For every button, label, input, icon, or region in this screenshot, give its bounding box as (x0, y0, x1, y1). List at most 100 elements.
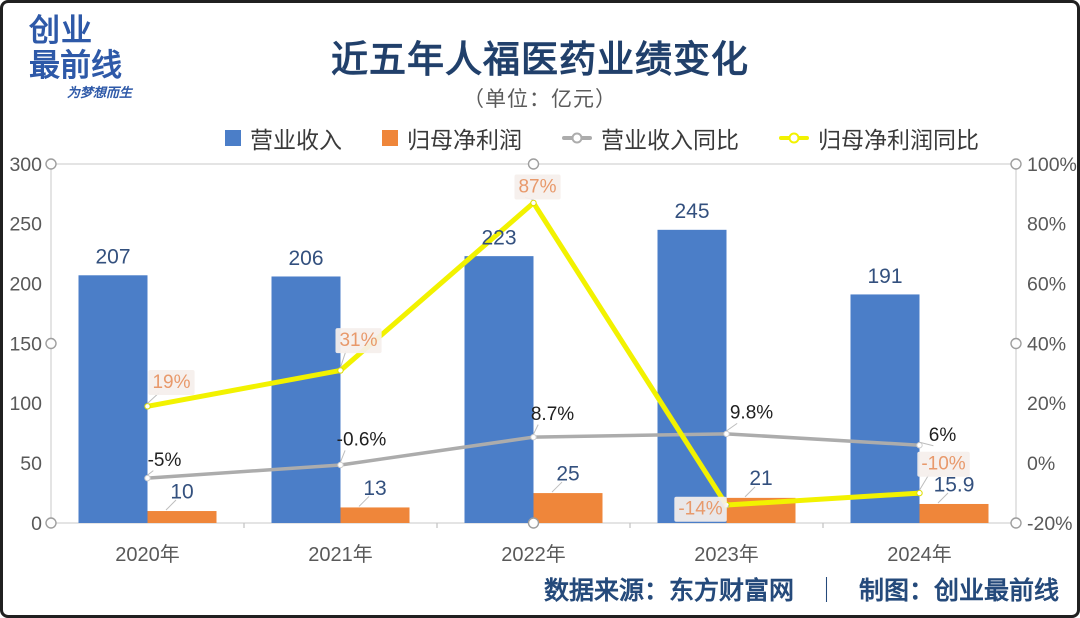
logo-line2: 最前线 (29, 48, 122, 83)
selection-handle (45, 337, 57, 350)
leader-line (551, 481, 563, 493)
selection-handle (527, 158, 540, 170)
line-label-group: -10% (917, 451, 970, 491)
legend-square-swatch (382, 130, 398, 146)
right-axis-tick: 0% (1027, 453, 1055, 475)
category-label: 2021年 (308, 543, 373, 566)
line-label: 87% (518, 177, 556, 198)
category-label: 2024年 (887, 543, 952, 566)
right-axis-tick: 80% (1027, 214, 1066, 236)
left-axis-tick: 300 (9, 154, 42, 176)
leader-line (340, 350, 347, 368)
label-badge (514, 174, 561, 200)
bar-label: 206 (288, 247, 323, 270)
leader-line (919, 441, 934, 447)
line-label-group: 6% (919, 425, 957, 447)
footer-separator: ｜ (813, 577, 839, 605)
selection-handle (1010, 517, 1022, 529)
line-label: -5% (148, 450, 182, 471)
footer-credits: 数据来源：东方财富网 ｜ 制图：创业最前线 (544, 571, 1059, 607)
bar-1-4 (919, 503, 989, 523)
logo-slogan: 为梦想而生 (67, 85, 133, 100)
legend-label: 归母净利润 (407, 127, 522, 153)
data-point (530, 433, 537, 441)
bar-label: 25 (556, 462, 579, 485)
line-label-group: 9.8% (726, 402, 773, 432)
left-axis-tick: 200 (9, 273, 42, 295)
left-axis-tick: 250 (9, 214, 42, 236)
leader-line (340, 450, 346, 463)
leader-line (147, 470, 154, 476)
data-point (337, 461, 344, 469)
chart-credit: 制图：创业最前线 (858, 577, 1059, 605)
data-point (723, 430, 730, 438)
line-label: -0.6% (337, 430, 387, 451)
bar-0-4 (850, 294, 920, 523)
category-label: 2020年 (115, 543, 180, 566)
right-axis-tick: -20% (1027, 513, 1073, 535)
legend-item-3: 归母净利润同比 (779, 121, 979, 155)
leader-line (937, 492, 949, 504)
leader-line (919, 474, 930, 491)
selection-handle (1010, 337, 1022, 350)
bar-1-1 (340, 507, 410, 523)
legend-label: 营业收入同比 (601, 127, 739, 153)
chart-unit-subtitle: （单位：亿元） (463, 88, 617, 111)
bar-1-2 (533, 493, 603, 523)
legend-item-2: 营业收入同比 (562, 121, 739, 155)
bar-label: 191 (867, 265, 902, 288)
label-badge (917, 451, 970, 477)
bar-label: 245 (674, 200, 709, 223)
leader-line (533, 424, 539, 435)
right-axis-tick: 40% (1027, 333, 1066, 355)
selection-handle (1010, 158, 1022, 170)
legend-item-0: 营业收入 (225, 121, 342, 155)
line-label-group: 87% (514, 174, 561, 201)
bar-label: 10 (170, 480, 193, 503)
logo: 创业 最前线 为梦想而生 (29, 15, 132, 99)
line-label: 8.7% (531, 404, 574, 425)
line-label: 31% (339, 330, 377, 351)
bar-0-1 (271, 276, 341, 523)
line-label: 9.8% (730, 402, 773, 423)
left-axis-tick: 100 (9, 393, 42, 415)
legend-label: 归母净利润同比 (818, 127, 979, 153)
legend-line-swatch (779, 132, 809, 144)
line-label-group: 19% (147, 369, 195, 404)
right-axis-tick: 20% (1027, 393, 1066, 415)
line-label: -14% (678, 499, 722, 520)
bar-label: 223 (481, 226, 516, 249)
leader-line (744, 486, 756, 498)
legend-line-swatch (562, 132, 592, 144)
page-title: 近五年人福医药业绩变化 (331, 39, 749, 80)
category-label: 2023年 (694, 543, 759, 566)
label-badge (674, 496, 727, 522)
category-label: 2022年 (501, 543, 566, 566)
data-point (144, 474, 151, 482)
leader-line (727, 504, 729, 509)
legend-line-dot (788, 132, 800, 144)
data-source: 数据来源：东方财富网 (543, 577, 794, 605)
selection-handle (45, 517, 57, 529)
bar-label: 15.9 (934, 473, 975, 496)
line-label-group: 8.7% (531, 404, 574, 435)
label-badge (335, 328, 382, 354)
selection-handle (527, 517, 540, 529)
left-axis-tick: 0 (31, 513, 42, 535)
legend-item-1: 归母净利润 (382, 121, 522, 155)
line-label: 6% (929, 425, 957, 446)
chart-legend: 营业收入 归母净利润 营业收入同比 归母净利润同比 (225, 121, 979, 155)
legend-line-dot (571, 132, 583, 144)
line-label: -10% (921, 454, 965, 475)
left-axis-tick: 50 (20, 453, 42, 475)
legend-label: 营业收入 (250, 127, 342, 153)
right-axis-tick: 100% (1027, 154, 1077, 176)
bar-label: 21 (749, 467, 772, 490)
data-point (337, 367, 344, 374)
logo-line1: 创业 (29, 13, 93, 48)
bar-0-0 (78, 275, 148, 523)
line-label: 19% (152, 372, 190, 393)
bar-0-2 (464, 256, 534, 523)
data-point (530, 199, 537, 207)
